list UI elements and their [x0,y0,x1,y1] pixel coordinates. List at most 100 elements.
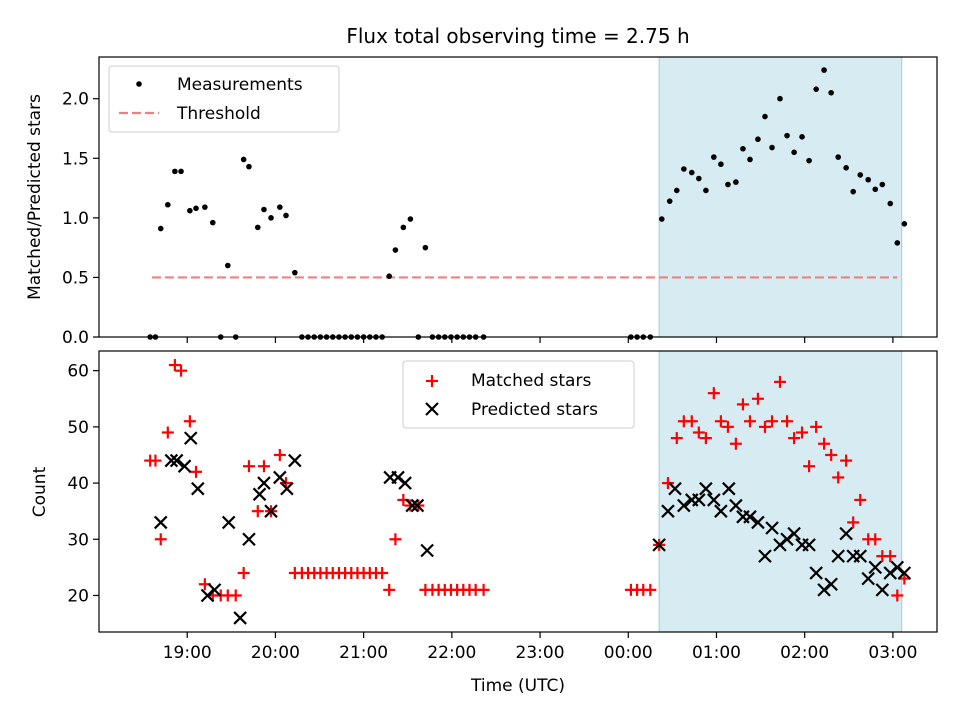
measurement-point [246,163,252,170]
matched-star-point [229,589,242,602]
top-legend-box [108,65,340,133]
matched-star-point [803,460,816,473]
measurement-point [165,201,171,208]
matched-star-point [383,583,396,596]
predicted-star-point [264,504,278,518]
predicted-star-point [668,481,682,496]
bottom-panel: 20 30 40 50 60 19:00 20:00 21:00 22:00 23:00 00:0… [30,350,938,696]
matched-star-point [884,550,897,563]
measurement-point [799,134,805,140]
measurement-point [172,168,178,175]
bottom-legend-box [402,360,635,429]
measurement-point [850,188,856,195]
top-y-tick-label: 1.5 [62,149,89,169]
measurement-point [857,172,864,178]
matched-star-point [707,387,720,400]
x-tick-label: 02:00 [780,643,829,663]
matched-star-point [251,505,264,518]
measurement-point [901,221,908,227]
predicted-star-point [692,493,706,507]
measurement-point [828,89,834,96]
measurement-point [696,175,702,182]
predicted-star-point [177,459,192,473]
predicted-star-point [707,493,721,507]
legend-matched-label: Matched stars [471,371,591,391]
bottom-legend: Matched stars Predicted stars [402,360,635,429]
matched-star-point [758,420,771,433]
x-tick-label: 22:00 [427,643,476,663]
measurement-point [843,165,849,171]
matched-star-point [743,415,756,428]
matched-star-point [736,398,749,411]
matched-star-point [714,415,727,428]
predicted-star-point [897,566,912,580]
predicted-star-point [288,453,302,468]
x-tick-label: 20:00 [251,643,300,663]
matched-star-point [788,432,801,445]
top-y-tick-label: 1.0 [62,209,89,229]
matched-star-point [183,415,196,428]
predicted-star-point [765,521,779,535]
top-panel: Flux total observing time = 2.75 h 0.00.… [25,24,938,348]
top-y-tick-label: 2.0 [62,90,89,110]
measurement-point [718,161,724,168]
predicted-star-point [751,515,765,530]
legend-measurements-label: Measurements [177,75,303,95]
matched-star-point [376,566,389,579]
measurement-point [277,204,283,210]
measurement-point [872,186,879,193]
predicted-star-point [868,560,883,575]
measurement-point [894,240,901,246]
predicted-star-point [809,566,823,580]
predicted-star-point [191,481,205,496]
matched-star-point [869,533,882,546]
matched-star-point [644,583,657,596]
matched-star-point [661,477,674,490]
legend-threshold-label: Threshold [176,104,261,124]
matched-star-point [898,572,911,585]
predicted-star-point [242,532,256,547]
measurement-point [681,166,687,172]
bottom-x-ticks: 19:00 20:00 21:00 22:00 23:00 00:00 01:00 02:00… [163,632,917,663]
predicted-star-point [398,476,412,490]
measurement-point [422,244,429,251]
matched-star-point [685,415,698,428]
predicted-star-point [729,498,743,513]
x-axis-label: Time (UTC) [470,676,565,696]
matched-star-point [670,432,683,445]
legend-predicted-marker [425,402,439,416]
matched-star-point [190,465,203,478]
predicted-star-point [405,498,419,513]
measurement-point [887,200,894,207]
predicted-star-point [661,504,675,518]
measurement-point [791,149,797,156]
top-axes-frame [98,56,938,338]
matched-star-point [149,454,162,467]
measurement-point [666,198,673,204]
predicted-star-point [714,504,728,518]
top-y-label: Matched/Predicted stars [25,94,45,300]
measurement-point [292,269,298,276]
measurement-point [187,207,193,214]
measurement-point [400,224,407,231]
bottom-y-ticks: 20 30 40 50 60 [67,362,99,606]
predicted-star-point [831,549,845,563]
measurement-point [711,154,717,160]
matched-star-point [729,437,742,450]
x-tick-label: 01:00 [692,643,741,663]
measurement-point [769,144,775,151]
matched-star-point [154,533,167,546]
matched-star-point [825,448,838,461]
measurement-point [283,212,289,219]
predicted-star-point [207,583,222,597]
predicted-star-point [722,481,736,496]
top-y-ticks: 0.0 0.5 1.0 1.5 2.0 [62,90,99,348]
predicted-star-point [853,549,868,563]
measurement-point [240,156,247,163]
legend-measurements-marker [136,81,142,87]
predicted-star-point [153,515,168,530]
top-shaded-region [658,56,903,338]
measurement-point [703,187,709,194]
measurement-point [821,67,827,73]
